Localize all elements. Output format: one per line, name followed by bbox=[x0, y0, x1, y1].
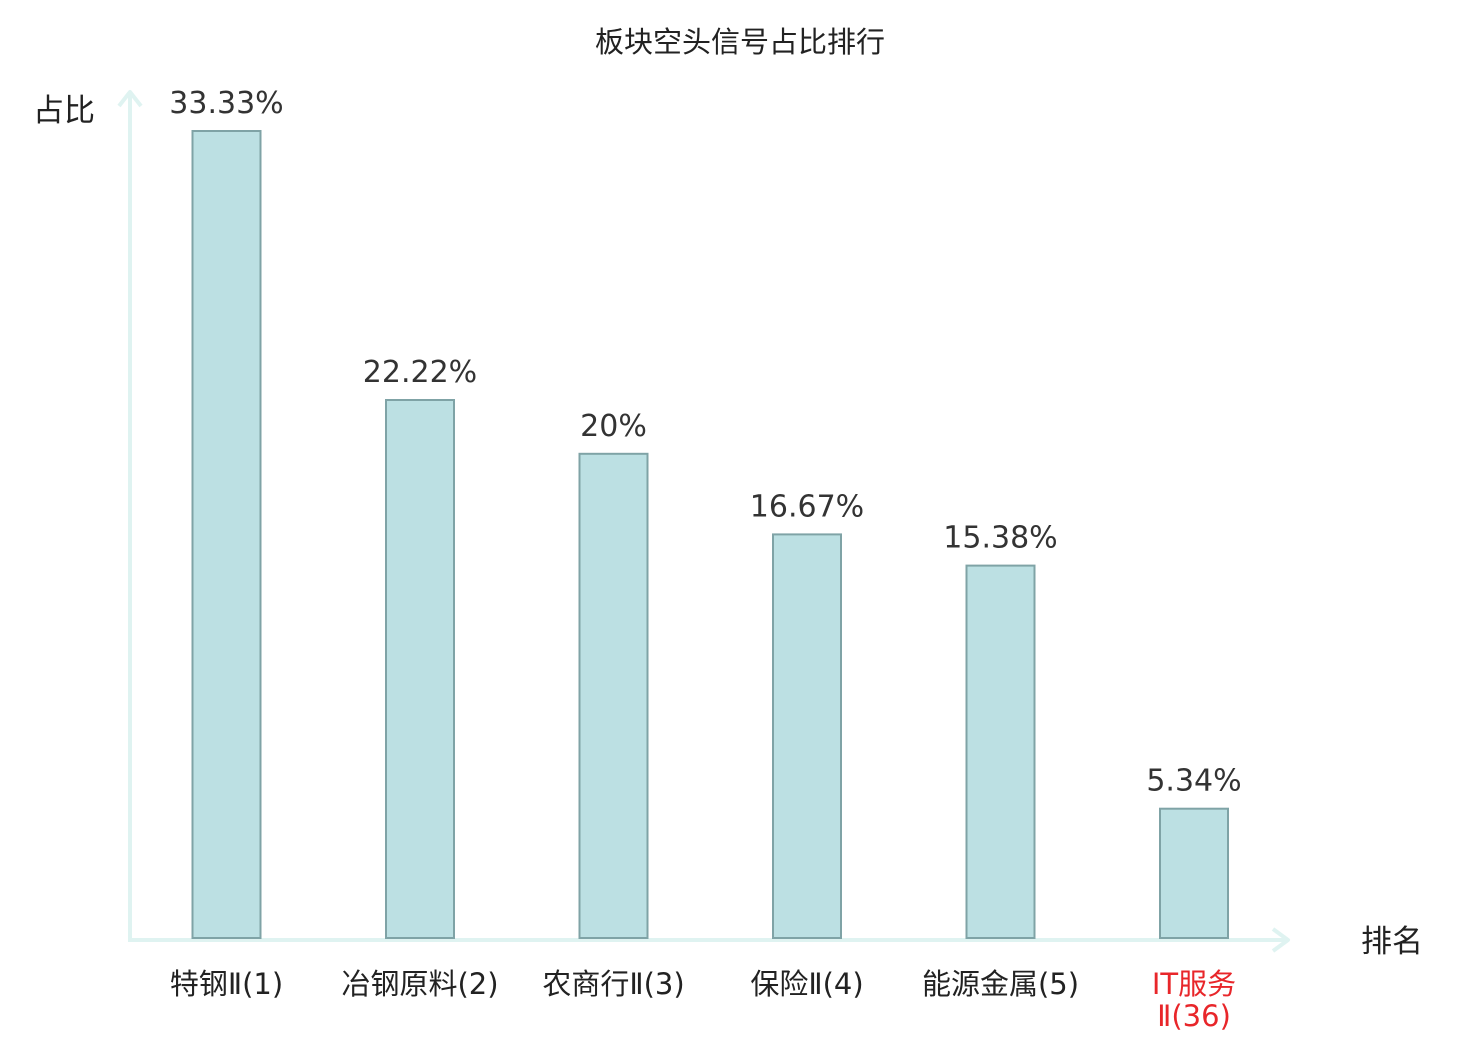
x-tick-label: 特钢Ⅱ(1) bbox=[170, 967, 283, 1001]
bars-group bbox=[191, 130, 1229, 940]
x-tick-label: 能源金属(5) bbox=[922, 967, 1079, 1001]
x-tick-label: IT服务 bbox=[1152, 967, 1236, 1001]
bar-value-label: 20% bbox=[580, 409, 647, 444]
bar bbox=[1159, 807, 1229, 940]
x-tick-label: 保险Ⅱ(4) bbox=[750, 967, 863, 1001]
value-labels-group: 33.33% 22.22% 20% 16.67% 15.38% 5.34% bbox=[169, 86, 1241, 799]
bar bbox=[385, 399, 455, 939]
bar bbox=[772, 533, 842, 940]
y-axis-arrow-icon bbox=[117, 90, 143, 108]
x-tick-label: Ⅱ(36) bbox=[1157, 999, 1231, 1033]
bar-value-label: 15.38% bbox=[943, 521, 1057, 556]
x-axis-label: 排名 bbox=[1361, 924, 1423, 960]
bar-value-label: 5.34% bbox=[1146, 764, 1241, 799]
x-tick-label: 农商行Ⅱ(3) bbox=[542, 967, 684, 1001]
chart-title: 板块空头信号占比排行 bbox=[595, 25, 885, 59]
bar-value-label: 22.22% bbox=[363, 355, 477, 390]
y-axis-label: 占比 bbox=[33, 93, 95, 129]
bar-value-label: 16.67% bbox=[750, 489, 864, 524]
x-axis-arrow-icon bbox=[1271, 927, 1290, 953]
bar bbox=[965, 564, 1036, 939]
bar-value-label: 33.33% bbox=[169, 86, 283, 121]
bar bbox=[191, 130, 262, 939]
category-labels-group: 特钢Ⅱ(1) 冶钢原料(2) 农商行Ⅱ(3) 保险Ⅱ(4) 能源金属(5) IT服务Ⅱ(3… bbox=[170, 967, 1236, 1033]
bar bbox=[578, 452, 649, 939]
x-axis bbox=[128, 927, 1290, 953]
x-tick-label: 冶钢原料(2) bbox=[341, 967, 498, 1001]
y-axis bbox=[117, 90, 143, 940]
